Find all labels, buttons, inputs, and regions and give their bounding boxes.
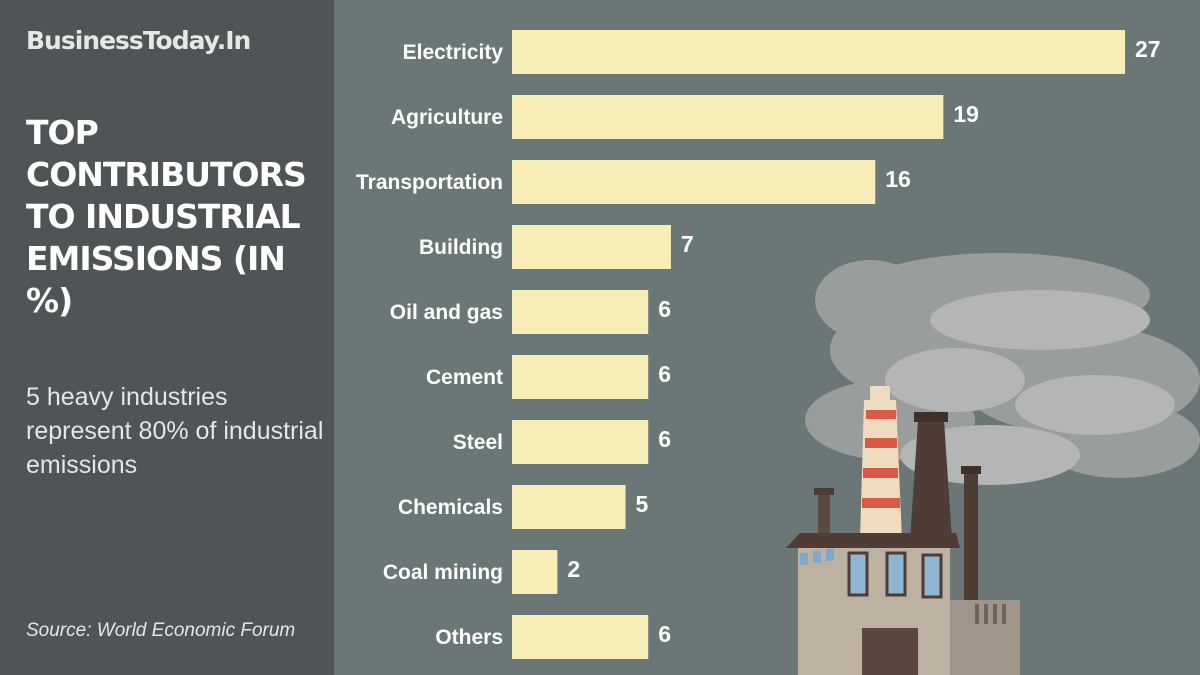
bar-electricity (512, 30, 1125, 74)
value-label: 2 (567, 556, 580, 582)
bar-cement (512, 355, 649, 399)
left-panel: BusinessToday.In TOP CONTRIBUTORS TO IND… (0, 0, 334, 675)
category-label: Building (419, 236, 503, 259)
category-label: Chemicals (398, 496, 503, 519)
value-label: 6 (658, 426, 671, 452)
bar-oil-and-gas (512, 290, 649, 334)
category-label: Transportation (356, 171, 503, 194)
factory-illustration (786, 253, 1200, 675)
bar-agriculture (512, 95, 944, 139)
category-label: Agriculture (391, 106, 503, 129)
bar-others (512, 615, 649, 659)
value-label: 6 (658, 296, 671, 322)
bar-chemicals (512, 485, 626, 529)
value-label: 5 (636, 491, 649, 517)
value-label: 27 (1135, 36, 1161, 62)
value-label: 19 (953, 101, 979, 127)
value-label: 16 (885, 166, 911, 192)
bar-steel (512, 420, 649, 464)
bar-transportation (512, 160, 876, 204)
value-label: 6 (658, 621, 671, 647)
category-label: Electricity (403, 41, 504, 64)
category-label: Oil and gas (390, 301, 503, 324)
category-label: Others (435, 626, 503, 649)
bar-coal-mining (512, 550, 558, 594)
bar-building (512, 225, 671, 269)
category-label: Cement (426, 366, 503, 389)
brand-logo: BusinessToday.In (26, 26, 251, 55)
chart-subtitle: 5 heavy industries represent 80% of indu… (26, 383, 324, 479)
value-label: 6 (658, 361, 671, 387)
value-label: 7 (681, 231, 694, 257)
category-label: Steel (453, 431, 503, 454)
category-label: Coal mining (383, 561, 503, 584)
chart-title: TOP CONTRIBUTORS TO INDUSTRIAL EMISSIONS… (26, 113, 307, 320)
source-note: Source: World Economic Forum (26, 620, 296, 641)
